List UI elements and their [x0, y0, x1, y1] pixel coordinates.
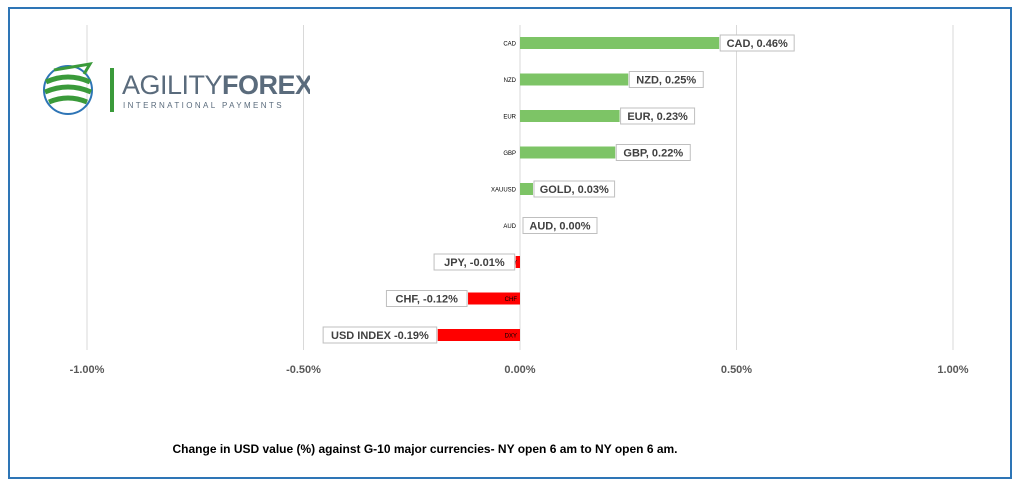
- data-label-box: [628, 71, 704, 88]
- data-label: CHF, -0.12%: [396, 294, 459, 306]
- data-label: GOLD, 0.03%: [540, 184, 609, 196]
- data-label: NZD, 0.25%: [636, 75, 696, 87]
- x-tick-label: 1.00%: [937, 364, 968, 376]
- x-tick-label: 0.50%: [721, 364, 752, 376]
- logo-tagline: INTERNATIONAL PAYMENTS: [123, 101, 284, 110]
- data-label-box: [615, 144, 691, 161]
- category-label: XAUUSD: [491, 188, 517, 194]
- chart-caption: Change in USD value (%) against G-10 maj…: [172, 442, 678, 456]
- logo-graphic: AGILITYFOREX INTERNATIONAL PAYMENTS: [43, 61, 314, 115]
- data-label-box: [433, 253, 516, 271]
- chart-frame: [8, 7, 1012, 479]
- data-label: JPY, -0.01%: [444, 257, 505, 269]
- category-label: CAD: [503, 42, 516, 48]
- bar: [520, 73, 629, 86]
- data-label: CAD, 0.46%: [727, 38, 788, 50]
- bar: [468, 292, 520, 305]
- x-tick-label: -1.00%: [70, 364, 105, 376]
- data-label: GBP, 0.22%: [623, 148, 683, 160]
- bar: [520, 37, 720, 49]
- agility-forex-logo: AGILITYFOREX INTERNATIONAL PAYMENTS: [40, 58, 314, 118]
- globe-icon: [43, 61, 93, 115]
- x-tick-label: -0.50%: [286, 364, 321, 376]
- svg-text:AGILITYFOREX: AGILITYFOREX: [122, 70, 310, 100]
- category-label: GBP: [503, 151, 516, 157]
- bar: [437, 329, 520, 341]
- logo-name-part2: FOREX: [222, 70, 310, 100]
- data-label-box: [322, 326, 438, 344]
- data-label-box: [620, 107, 696, 125]
- x-tick-label: 0.00%: [504, 364, 535, 376]
- bar: [515, 256, 520, 268]
- data-label-box: [533, 180, 616, 198]
- category-label: CHF: [505, 297, 518, 303]
- data-label: AUD, 0.00%: [529, 221, 590, 233]
- data-label-box: [719, 34, 795, 52]
- data-label: EUR, 0.23%: [627, 111, 688, 123]
- data-label: USD INDEX -0.19%: [331, 330, 429, 342]
- category-label: AUD: [503, 224, 516, 230]
- bar: [520, 110, 620, 122]
- logo-name-part1: AGILITY: [122, 70, 223, 100]
- bar: [520, 183, 533, 195]
- category-label: NZD: [504, 78, 517, 84]
- category-label: EUR: [503, 115, 516, 121]
- category-label: DXY: [505, 334, 517, 340]
- data-label-box: [385, 290, 468, 307]
- bar: [520, 146, 616, 159]
- data-label-box: [522, 217, 598, 234]
